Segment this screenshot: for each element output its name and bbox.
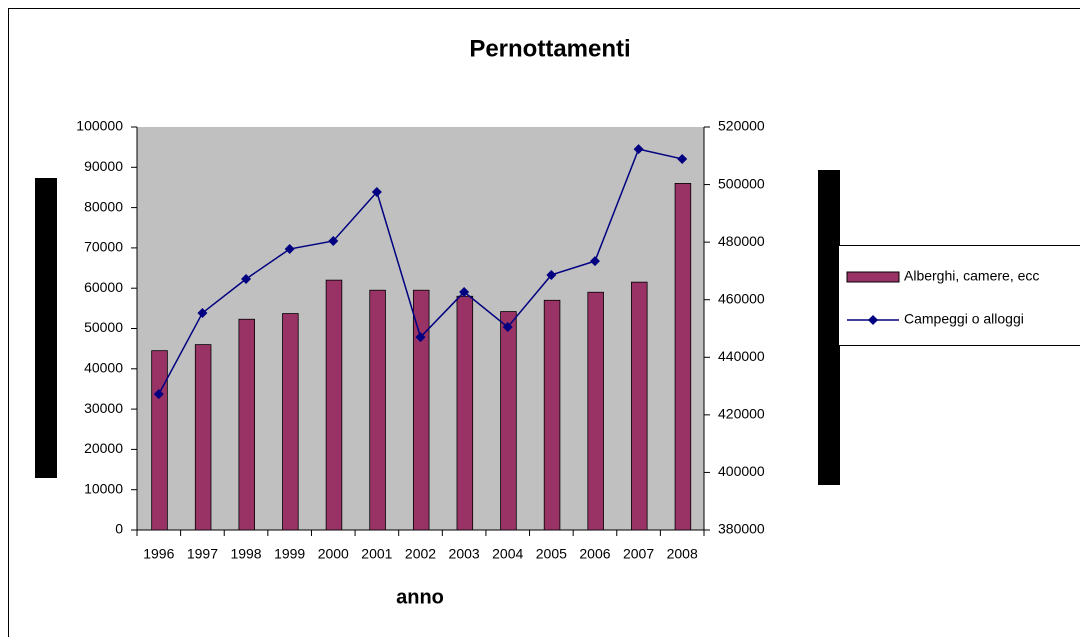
bar [152, 351, 168, 530]
bar [195, 345, 211, 530]
bar [370, 290, 386, 530]
x-tick-label: 1996 [143, 546, 174, 562]
y-tick-label: 60000 [84, 279, 123, 295]
y2-tick-label: 500000 [718, 175, 765, 191]
y2-axis-title-block [818, 170, 840, 485]
bar [413, 290, 429, 530]
y-tick-label: 40000 [84, 360, 123, 376]
x-tick-label: 2006 [579, 546, 610, 562]
y-tick-label: 20000 [84, 440, 123, 456]
bar [239, 319, 255, 530]
y-tick-label: 10000 [84, 480, 123, 496]
bar [631, 282, 647, 530]
y-tick-label: 50000 [84, 319, 123, 335]
x-tick-label: 2001 [361, 546, 392, 562]
x-tick-label: 2007 [623, 546, 654, 562]
legend-label: Campeggi o alloggi [904, 311, 1024, 327]
x-tick-label: 2008 [667, 546, 698, 562]
bar [326, 280, 342, 530]
y2-tick-label: 480000 [718, 233, 765, 249]
chart-title: Pernottamenti [469, 35, 630, 62]
y2-tick-label: 460000 [718, 290, 765, 306]
x-tick-label: 1999 [274, 546, 305, 562]
y-tick-label: 100000 [76, 118, 123, 134]
y2-tick-label: 420000 [718, 406, 765, 422]
y2-tick-label: 400000 [718, 463, 765, 479]
legend-swatch [847, 272, 899, 282]
x-tick-label: 2004 [492, 546, 523, 562]
bar [588, 292, 604, 530]
bar [457, 296, 473, 530]
y-tick-label: 0 [115, 521, 123, 537]
y-axis-title-block [35, 178, 57, 478]
bar [675, 183, 691, 530]
x-tick-label: 2005 [536, 546, 567, 562]
x-tick-label: 2003 [449, 546, 480, 562]
bar [501, 312, 517, 530]
legend [839, 246, 1080, 346]
x-tick-label: 2000 [318, 546, 349, 562]
y-tick-label: 30000 [84, 400, 123, 416]
y2-tick-label: 520000 [718, 118, 765, 134]
y-tick-label: 70000 [84, 239, 123, 255]
y-tick-label: 80000 [84, 198, 123, 214]
y2-tick-label: 440000 [718, 348, 765, 364]
bar [544, 300, 560, 530]
y-tick-label: 90000 [84, 158, 123, 174]
x-tick-label: 1998 [230, 546, 261, 562]
x-tick-label: 1997 [187, 546, 218, 562]
legend-label: Alberghi, camere, ecc [904, 268, 1039, 284]
y2-tick-label: 380000 [718, 521, 765, 537]
x-axis-title: anno [396, 586, 444, 608]
bar [283, 314, 299, 530]
x-tick-label: 2002 [405, 546, 436, 562]
